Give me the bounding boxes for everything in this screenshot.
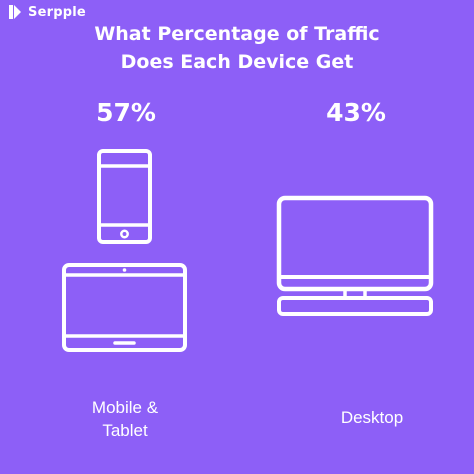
mobile-tablet-percentage: 57% [96, 98, 156, 127]
title-line-1: What Percentage of Traffic [94, 23, 380, 45]
desktop-label: Desktop [340, 408, 404, 427]
mobile-tablet-label-line-2: Tablet [102, 421, 148, 440]
mobile-tablet-label: Mobile & Tablet [55, 396, 195, 442]
smartphone-icon [97, 149, 152, 244]
tablet-icon [62, 263, 187, 352]
brand: Serpple [8, 4, 86, 20]
brand-name: Serpple [28, 4, 86, 20]
mobile-tablet-label-line-1: Mobile & [91, 398, 159, 417]
page-title: What Percentage of Traffic Does Each Dev… [0, 20, 474, 76]
desktop-monitor-icon [276, 195, 434, 316]
desktop-percentage: 43% [326, 98, 386, 127]
title-line-2: Does Each Device Get [120, 51, 354, 73]
serpple-logo-icon [8, 4, 22, 20]
